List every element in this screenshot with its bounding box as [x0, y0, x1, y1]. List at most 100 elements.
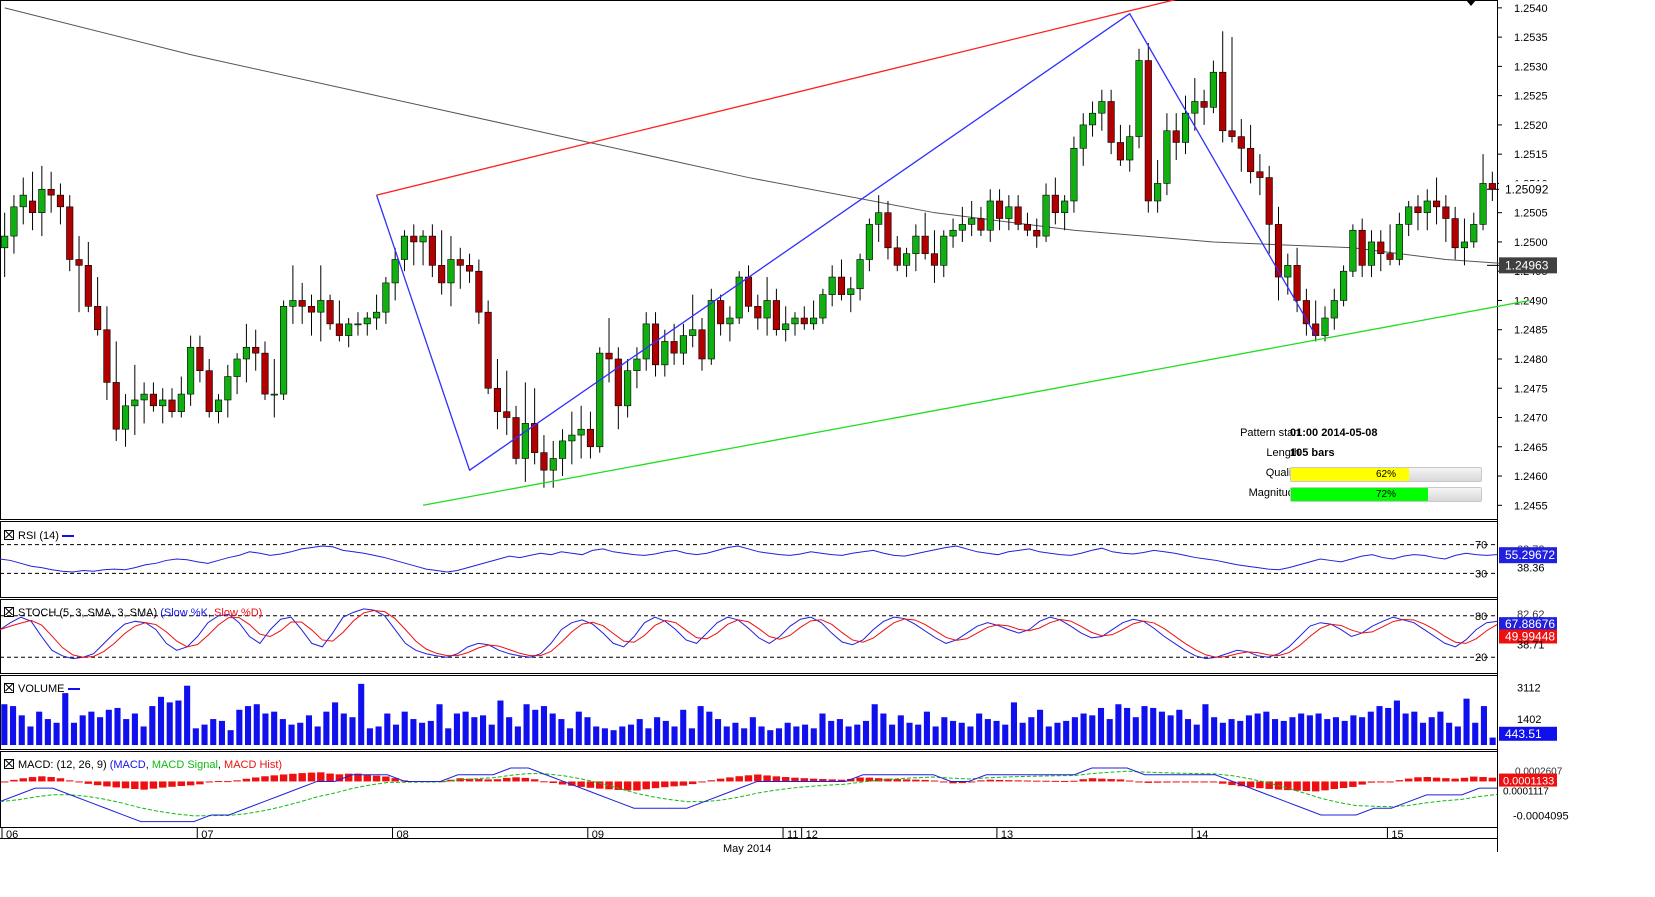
macd-hist-bar — [326, 773, 334, 782]
macd-hist-bar — [1256, 781, 1264, 789]
macd-hist-bar — [977, 780, 985, 782]
candle — [317, 300, 325, 313]
volume-bar — [236, 709, 243, 745]
price-tick-label: 1.2515 — [1514, 149, 1548, 161]
candle — [865, 224, 873, 260]
volume-bar — [166, 702, 173, 745]
volume-bar — [1324, 719, 1331, 745]
candle — [968, 218, 976, 225]
volume-bar — [758, 726, 765, 745]
volume-bar — [70, 722, 78, 745]
candle — [531, 423, 539, 453]
macd-hist-bar — [1302, 781, 1311, 792]
candle — [1219, 71, 1227, 132]
close-pane-icon[interactable] — [4, 530, 14, 540]
macd-hist-bar — [363, 774, 371, 782]
macd-hist-bar — [47, 777, 55, 782]
volume-bar — [1219, 722, 1226, 745]
volume-bar — [1489, 737, 1496, 745]
volume-bar — [593, 726, 600, 745]
candle — [782, 323, 790, 331]
macd-hist-bar — [1404, 778, 1413, 782]
magnitude-value: 72% — [1375, 489, 1396, 500]
candle — [586, 428, 594, 448]
volume-bar — [619, 726, 626, 745]
candle — [149, 393, 157, 407]
volume-bar — [932, 726, 939, 745]
candle — [1405, 206, 1413, 225]
volume-bar — [210, 719, 217, 745]
price-tick-label: 1.2470 — [1514, 413, 1548, 425]
volume-bar — [741, 728, 748, 745]
volume-bar — [1106, 719, 1113, 745]
volume-bar — [1184, 719, 1192, 745]
candle — [335, 323, 343, 336]
volume-bar — [636, 719, 643, 745]
candle — [1181, 112, 1190, 143]
candle — [1088, 112, 1097, 126]
volume-bar — [497, 700, 504, 745]
volume-bar — [627, 724, 635, 745]
magnitude-bar-fill — [1291, 488, 1428, 501]
candle — [456, 259, 464, 266]
candle — [280, 306, 288, 395]
close-pane-icon[interactable] — [4, 683, 14, 693]
candle — [56, 194, 64, 208]
candle — [624, 370, 632, 407]
macd-hist-bar — [995, 779, 1004, 782]
macd-hist-bar — [1023, 780, 1032, 782]
macd-signal-legend: MACD Signal — [151, 759, 218, 771]
macd-hist-bar — [354, 773, 362, 782]
volume-bar — [706, 711, 713, 745]
close-pane-icon[interactable] — [4, 607, 14, 617]
macd-hist-bar — [317, 772, 325, 782]
volume-bar — [1, 704, 8, 745]
volume-bar — [349, 717, 356, 745]
volume-bar — [1306, 715, 1313, 745]
macd-hist-bar — [521, 777, 530, 782]
candle — [214, 399, 223, 412]
macd-hist-bar — [251, 777, 260, 782]
candle — [958, 224, 966, 231]
macd-line — [0, 767, 1497, 823]
volume-bar — [1002, 724, 1009, 745]
candle — [19, 194, 27, 208]
volume-bar — [79, 715, 86, 745]
candle — [856, 259, 864, 290]
macd-hist-bar — [28, 777, 37, 782]
candle — [726, 317, 734, 325]
macd-hist-bar — [1181, 781, 1190, 783]
candle — [977, 218, 985, 231]
candle — [121, 405, 130, 430]
pattern-lower-line — [422, 299, 1530, 506]
macd-hist-bar — [586, 781, 595, 788]
volume-bar — [1350, 715, 1357, 745]
month-label: May 2014 — [723, 843, 771, 855]
volume-bar — [1280, 720, 1287, 745]
macd-hist-bar — [1432, 777, 1441, 782]
macd-hist-bar — [1079, 779, 1087, 782]
candle — [1023, 224, 1031, 231]
volume-bar — [845, 726, 852, 745]
candle — [1256, 171, 1264, 178]
candle — [1377, 241, 1385, 254]
macd-hist-bar — [809, 778, 818, 782]
candle — [1302, 300, 1310, 325]
volume-bar — [1411, 711, 1418, 745]
macd-hist-bar — [103, 781, 111, 787]
pattern-start-value: 01:00 2014-05-08 — [1290, 427, 1378, 439]
volume-bar — [10, 706, 17, 745]
volume-bar — [97, 717, 104, 745]
macd-hist-bar — [623, 781, 632, 791]
macd-hist-bar — [596, 781, 604, 789]
macd-hist-bar — [558, 781, 567, 785]
candle — [847, 288, 855, 295]
volume-bar — [62, 693, 69, 745]
candle — [1200, 101, 1208, 108]
close-pane-icon[interactable] — [4, 759, 14, 769]
macd-hist-bar — [930, 780, 939, 782]
volume-bar — [567, 728, 574, 745]
volume-bar — [828, 720, 835, 745]
volume-bar — [854, 724, 861, 745]
candle — [679, 335, 687, 354]
